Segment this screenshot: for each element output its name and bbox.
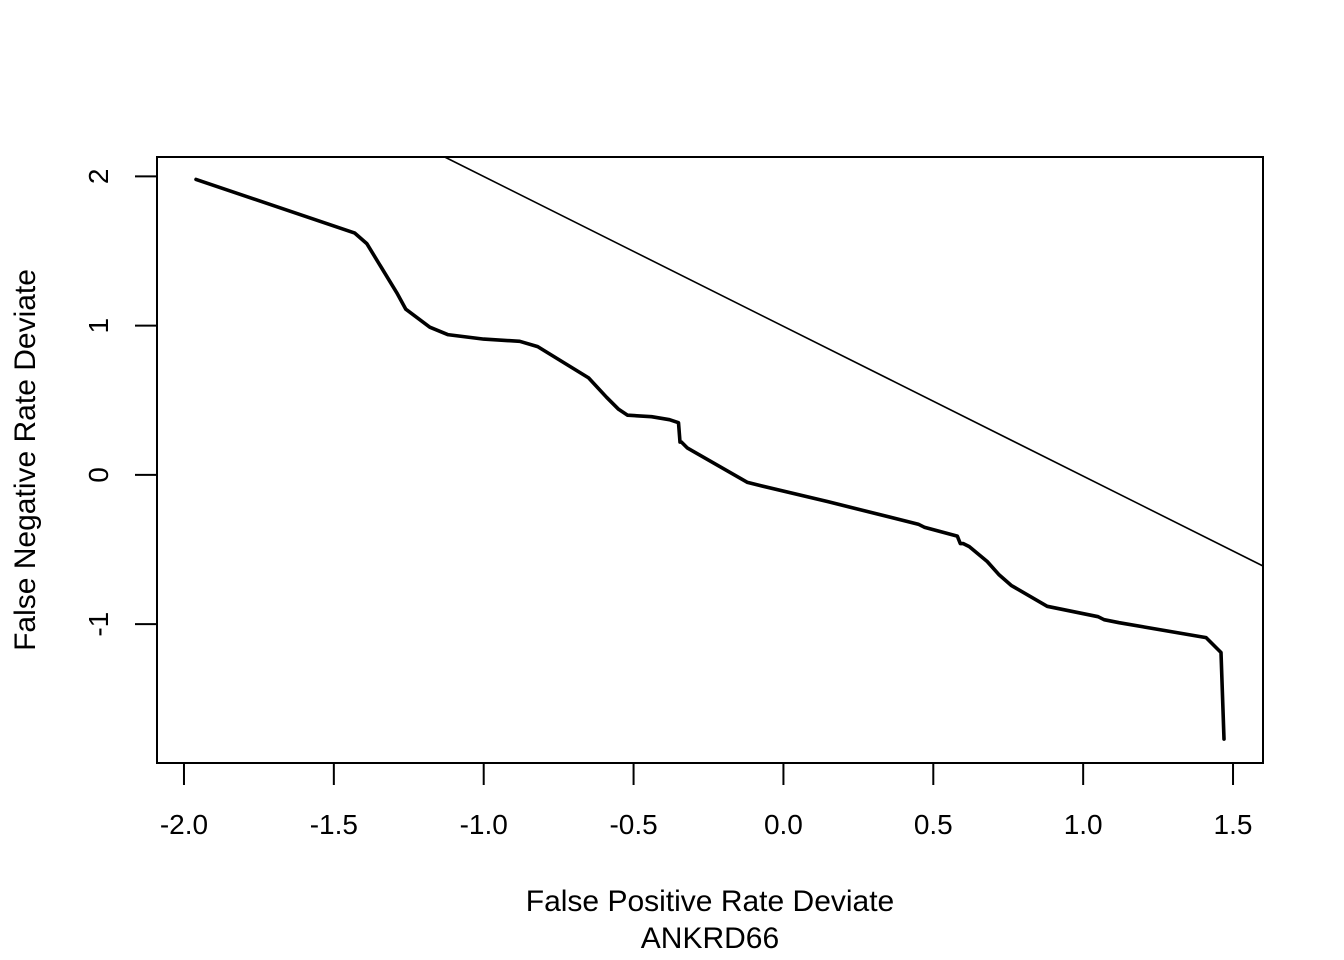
x-tick-label: 1.0 [1064,809,1103,840]
x-tick-label: 1.5 [1214,809,1253,840]
x-tick-label: -2.0 [160,809,208,840]
det-curve [194,177,1226,741]
y-axis: -1 0 1 2 [83,169,157,637]
reference-line [443,156,1264,567]
x-tick-label: -1.0 [460,809,508,840]
y-tick-label: -1 [83,612,114,637]
y-tick-label: 2 [83,169,114,185]
plot-area [194,156,1264,741]
y-tick-label: 0 [83,467,114,483]
x-tick-label: -0.5 [609,809,657,840]
x-tick-label: 0.0 [764,809,803,840]
chart-subtitle: ANKRD66 [641,922,779,955]
x-axis: -2.0 -1.5 -1.0 -0.5 0.0 0.5 1.0 1.5 [160,762,1253,840]
y-tick-label: 1 [83,318,114,334]
x-axis-label: False Positive Rate Deviate [526,885,895,918]
y-axis-label: False Negative Rate Deviate [9,269,42,651]
x-tick-label: 0.5 [914,809,953,840]
x-tick-label: -1.5 [310,809,358,840]
